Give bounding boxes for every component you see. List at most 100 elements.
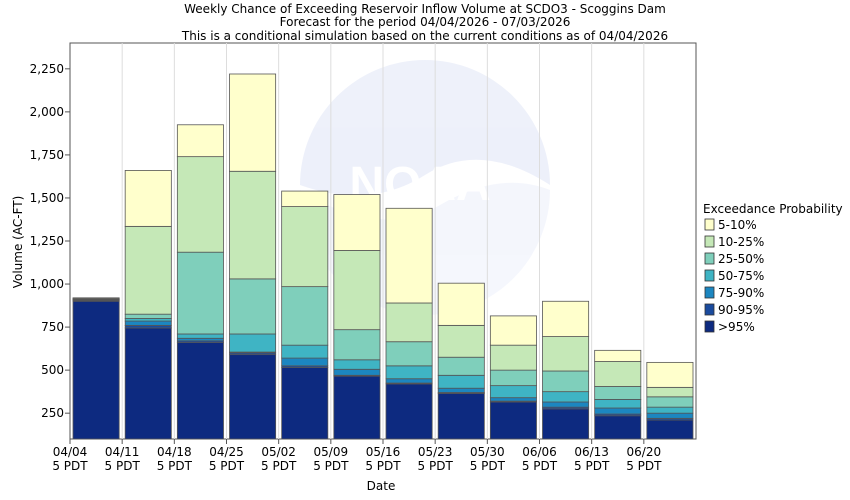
y-axis-ticks: 250 500 750 1,000 1,250 1,500 1,750 2,000 2,250	[30, 62, 70, 420]
bar-segment-5-10pct	[594, 349, 642, 362]
bar-segment-50-75pct	[594, 398, 642, 409]
bar-segment-gt95pct	[124, 327, 172, 440]
x-tick-label-time: 5 PDT	[313, 459, 349, 473]
bar-segment-50-75pct	[229, 333, 277, 353]
bar-segment-10-25pct	[176, 156, 224, 253]
x-tick-label-time: 5 PDT	[470, 459, 506, 473]
bar-segment-75-90pct	[437, 387, 485, 393]
bar-segment-gt95pct	[281, 367, 329, 440]
y-tick-label: 2,000	[30, 105, 64, 119]
y-tick-label: 1,750	[30, 148, 64, 162]
x-tick-label-date: 05/09	[314, 445, 349, 459]
legend-swatch	[704, 235, 715, 248]
x-tick-label-time: 5 PDT	[157, 459, 193, 473]
x-tick-label-time: 5 PDT	[365, 459, 401, 473]
bar-segment-50-75pct	[489, 385, 537, 399]
bar-segment-25-50pct	[437, 356, 485, 376]
y-tick-label: 1,000	[30, 277, 64, 291]
bar-segment-75-90pct	[542, 401, 590, 408]
x-tick-label-date: 04/25	[209, 445, 244, 459]
legend-label: 50-75%	[718, 269, 764, 283]
bar-segment-5-10pct	[281, 190, 329, 207]
x-tick-label-time: 5 PDT	[626, 459, 662, 473]
bar-segment-75-90pct	[124, 320, 172, 326]
bar-segment-75-90pct	[594, 407, 642, 415]
bar-segment-25-50pct	[489, 369, 537, 387]
bar-segment-75-90pct	[333, 368, 381, 376]
legend-swatch	[704, 218, 715, 231]
x-tick-label-time: 5 PDT	[52, 459, 88, 473]
bar-segment-50-75pct	[333, 359, 381, 370]
y-tick-label: 1,250	[30, 234, 64, 248]
bar-segment-50-75pct	[542, 391, 590, 403]
gridlines	[121, 43, 645, 439]
bar-segment-5-10pct	[72, 297, 120, 300]
bar-segment-75-90pct	[489, 397, 537, 402]
bar-segment-75-90pct	[281, 357, 329, 367]
bar-segment-25-50pct	[646, 396, 694, 408]
x-tick-label-date: 06/20	[627, 445, 662, 459]
bar-segment-gt95pct	[437, 392, 485, 440]
y-tick-label: 750	[41, 320, 64, 334]
x-tick-label-date: 05/16	[366, 445, 401, 459]
y-tick-label: 1,500	[30, 191, 64, 205]
x-tick-label-time: 5 PDT	[105, 459, 141, 473]
bar-segment-10-25pct	[542, 336, 590, 372]
x-tick-label-date: 06/06	[522, 445, 557, 459]
bar-segment-5-10pct	[176, 124, 224, 158]
bar-segment-25-50pct	[229, 278, 277, 335]
y-axis-title: Volume (AC-FT)	[11, 196, 25, 289]
x-tick-label-time: 5 PDT	[522, 459, 558, 473]
bar-segment-75-90pct	[385, 378, 433, 384]
bar-segment-5-10pct	[124, 170, 172, 227]
bar-segment-25-50pct	[385, 341, 433, 367]
bar-segment-gt95pct	[385, 383, 433, 440]
bar-segment-5-10pct	[646, 361, 694, 388]
bar-segment-5-10pct	[229, 73, 277, 172]
bar-segment-25-50pct	[124, 313, 172, 319]
legend-swatch	[704, 286, 715, 299]
chart-title-line-1: Weekly Chance of Exceeding Reservoir Inf…	[184, 2, 666, 16]
bar-segment-10-25pct	[437, 324, 485, 358]
legend-swatch	[704, 269, 715, 282]
bar-segment-5-10pct	[437, 282, 485, 326]
bar-segment-5-10pct	[385, 207, 433, 304]
bar-segment-25-50pct	[542, 370, 590, 393]
x-tick-label-time: 5 PDT	[261, 459, 297, 473]
legend-swatch	[704, 303, 715, 316]
bar-segment-10-25pct	[646, 386, 694, 398]
x-tick-label-date: 04/04	[53, 445, 88, 459]
chart-title-line-3: This is a conditional simulation based o…	[181, 29, 668, 43]
legend-label: 10-25%	[718, 235, 764, 249]
x-tick-label-date: 04/18	[157, 445, 192, 459]
bar-segment-gt95pct	[229, 354, 277, 440]
bar-segment-75-90pct	[646, 412, 694, 419]
x-tick-label-date: 05/30	[470, 445, 505, 459]
bar-segment-25-50pct	[594, 386, 642, 400]
bar-segment-10-25pct	[333, 250, 381, 331]
bar-segment-25-50pct	[333, 329, 381, 361]
legend-label: >95%	[718, 320, 755, 334]
x-axis-title: Date	[367, 479, 396, 493]
bar-segment-50-75pct	[646, 406, 694, 414]
bar-segment-10-25pct	[124, 225, 172, 315]
legend-swatch	[704, 252, 715, 265]
legend: Exceedance Probability 5-10% 10-25% 25-50%…	[703, 202, 843, 334]
x-tick-label-date: 05/23	[418, 445, 453, 459]
bar-segment-50-75pct	[281, 344, 329, 359]
bar-segment-10-25pct	[489, 344, 537, 371]
legend-label: 75-90%	[718, 286, 764, 300]
bar-segment-50-75pct	[385, 365, 433, 380]
legend-title: Exceedance Probability	[703, 202, 843, 216]
bar-segment-gt95pct	[489, 401, 537, 440]
bar-segment-10-25pct	[385, 302, 433, 343]
legend-label: 25-50%	[718, 252, 764, 266]
legend-label: 5-10%	[718, 218, 757, 232]
x-tick-label-date: 04/11	[105, 445, 140, 459]
x-tick-label-time: 5 PDT	[574, 459, 610, 473]
bar-segment-gt95pct	[333, 375, 381, 440]
bar-segment-10-25pct	[594, 361, 642, 387]
bar-segment-gt95pct	[176, 342, 224, 440]
